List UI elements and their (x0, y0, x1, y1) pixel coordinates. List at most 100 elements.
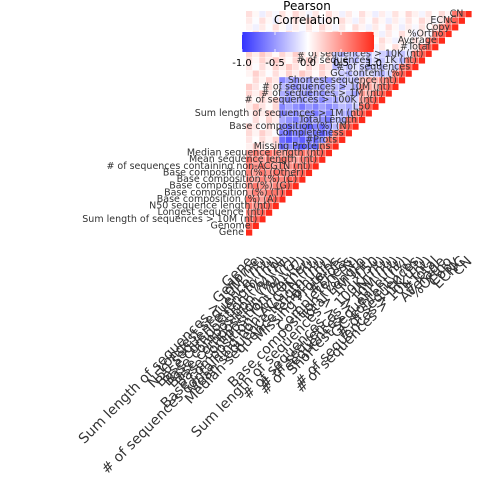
heatmap-cell (312, 116, 319, 124)
heatmap-cell (272, 163, 279, 170)
heatmap-cell (279, 17, 286, 24)
heatmap-cell (425, 11, 432, 18)
heatmap-cell (412, 50, 419, 57)
heatmap-cell (272, 143, 279, 150)
heatmap-cell (246, 229, 253, 236)
heatmap-cell (305, 103, 313, 110)
heatmap-cell (345, 116, 352, 124)
heatmap-cell (319, 97, 326, 104)
heatmap-cell (405, 44, 412, 51)
heatmap-cell (292, 116, 299, 124)
heatmap-cell (345, 17, 352, 24)
heatmap-cell (305, 24, 313, 31)
heatmap-cell (305, 156, 313, 163)
heatmap-cell (299, 169, 306, 177)
heatmap-cell (325, 24, 333, 31)
heatmap-cell (305, 77, 313, 84)
heatmap-cell (259, 169, 266, 177)
heatmap-cell (365, 57, 372, 64)
y-tick-label: ECNC (430, 15, 457, 26)
heatmap-cell (272, 136, 279, 143)
y-tick-label: #Total (400, 42, 430, 53)
heatmap-cell (246, 103, 253, 110)
heatmap-cell (246, 130, 253, 137)
heatmap-cell (359, 57, 366, 64)
heatmap-cell (325, 130, 333, 137)
heatmap-cell (299, 116, 306, 124)
heatmap-cell (272, 202, 279, 210)
heatmap-cell (265, 130, 273, 137)
heatmap-cell (272, 169, 279, 177)
heatmap-cell (246, 90, 253, 97)
heatmap-cell (292, 123, 299, 130)
heatmap-cell (259, 24, 266, 31)
heatmap-cell (398, 50, 406, 57)
heatmap-cell (265, 11, 273, 18)
heatmap-cell (265, 83, 273, 91)
heatmap-cell (378, 37, 386, 44)
heatmap-cell (325, 136, 333, 143)
heatmap-cell (319, 143, 326, 150)
heatmap-cell (452, 24, 459, 31)
heatmap-cell (405, 30, 412, 38)
heatmap-cell (305, 116, 313, 124)
y-tick-label: Base composition (%) (C) (177, 174, 298, 185)
legend-title-line-2: Correlation (274, 13, 340, 27)
heatmap-cell (252, 163, 259, 170)
heatmap-cell (252, 123, 259, 130)
heatmap-cell (259, 202, 266, 210)
heatmap-cell (259, 130, 266, 137)
heatmap-cell (332, 11, 339, 18)
heatmap-cell (418, 57, 426, 64)
heatmap-cell (265, 169, 273, 177)
heatmap-cell (252, 83, 259, 91)
heatmap-cell (378, 63, 386, 71)
heatmap-cell (332, 97, 339, 104)
heatmap-cell (352, 110, 359, 117)
heatmap-cell (279, 63, 286, 71)
heatmap-cell (332, 103, 339, 110)
heatmap-cell (299, 83, 306, 91)
heatmap-cell (312, 156, 319, 163)
heatmap-cell (305, 169, 313, 177)
heatmap-cell (259, 83, 266, 91)
heatmap-cell (319, 90, 326, 97)
heatmap-cell (246, 63, 253, 71)
heatmap-cell (299, 77, 306, 84)
heatmap-cell (325, 77, 333, 84)
heatmap-cell (392, 70, 399, 77)
heatmap-cell (279, 50, 286, 57)
heatmap-cell (285, 17, 293, 24)
heatmap-cell (332, 50, 339, 57)
heatmap-cell (385, 50, 392, 57)
heatmap-cell (305, 70, 313, 77)
heatmap-cell (285, 70, 293, 77)
heatmap-cell (319, 130, 326, 137)
heatmap-cell (345, 77, 352, 84)
heatmap-cell (325, 97, 333, 104)
heatmap-cell (246, 116, 253, 124)
heatmap-cell (378, 11, 386, 18)
heatmap-cell (305, 163, 313, 170)
heatmap-cell (299, 123, 306, 130)
heatmap-cell (252, 149, 259, 157)
y-tick-label: Base composition (%) (T) (164, 187, 284, 198)
heatmap-cell (285, 163, 293, 170)
legend-colorbar (242, 32, 374, 52)
heatmap-cell (279, 11, 286, 18)
heatmap-cell (425, 37, 432, 44)
heatmap-cell (246, 123, 253, 130)
heatmap-cell (345, 110, 352, 117)
heatmap-cell (272, 57, 279, 64)
heatmap-cell (319, 57, 326, 64)
heatmap-cell (398, 44, 406, 51)
y-tick-label: L50 (353, 101, 370, 112)
heatmap-cell (252, 176, 259, 183)
heatmap-cell (312, 149, 319, 157)
heatmap-cell (252, 216, 259, 223)
heatmap-cell (332, 116, 339, 124)
heatmap-cell (252, 63, 259, 71)
heatmap-cell (285, 130, 293, 137)
heatmap-cell (272, 11, 279, 18)
heatmap-cell (458, 11, 465, 18)
